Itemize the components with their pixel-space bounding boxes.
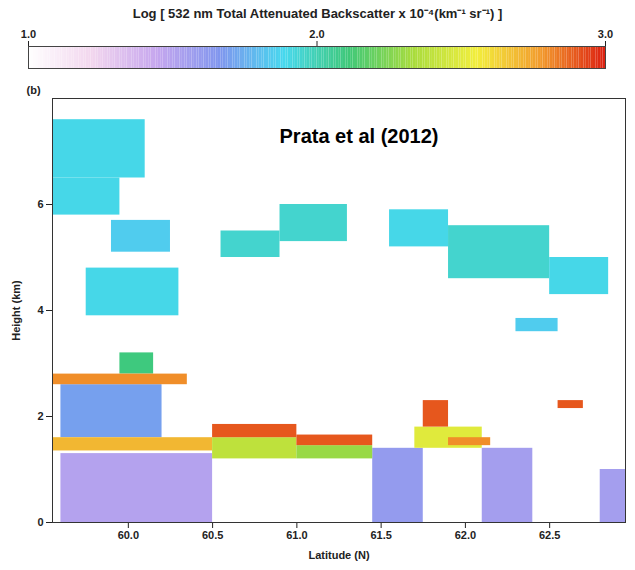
- svg-text:60.5: 60.5: [202, 529, 223, 541]
- svg-text:Latitude (N): Latitude (N): [308, 549, 369, 561]
- svg-text:61.0: 61.0: [286, 529, 307, 541]
- svg-text:Height (km): Height (km): [10, 280, 22, 341]
- svg-text:3.0: 3.0: [598, 28, 613, 40]
- svg-text:2.0: 2.0: [309, 28, 324, 40]
- svg-text:4: 4: [37, 304, 44, 316]
- svg-text:Prata et al (2012): Prata et al (2012): [280, 125, 439, 147]
- svg-text:61.5: 61.5: [370, 529, 391, 541]
- svg-text:62.5: 62.5: [539, 529, 560, 541]
- svg-text:1.0: 1.0: [21, 28, 36, 40]
- svg-text:(b): (b): [27, 84, 41, 96]
- html-text:Log [ 532 nm Total Attenuated: Log [ 532 nm Total Attenuated Backscatte…: [132, 6, 503, 21]
- svg-text:60.0: 60.0: [118, 529, 139, 541]
- svg-text:2: 2: [37, 410, 43, 422]
- svg-text:0: 0: [37, 516, 43, 528]
- svg-text:6: 6: [37, 198, 43, 210]
- svg-text:62.0: 62.0: [455, 529, 476, 541]
